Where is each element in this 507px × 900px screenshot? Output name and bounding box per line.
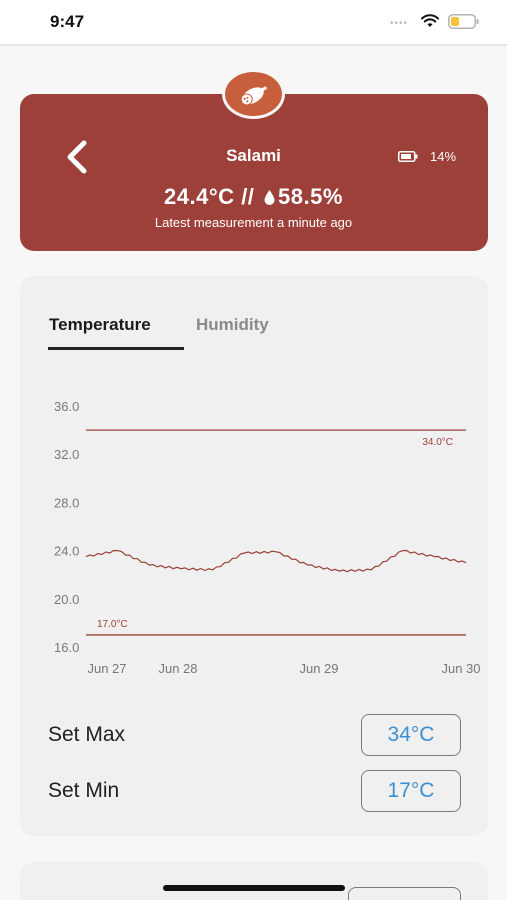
- wifi-icon: [421, 14, 439, 27]
- back-button[interactable]: [62, 140, 92, 174]
- temperature-series-line: [85, 549, 467, 573]
- threshold-label: 17.0°C: [97, 619, 128, 630]
- set-max-label: Set Max: [48, 723, 126, 746]
- y-tick-label: 24.0: [54, 544, 79, 559]
- y-tick-label: 28.0: [54, 495, 79, 510]
- y-tick-label: 16.0: [54, 640, 79, 655]
- reading-separator: //: [241, 184, 255, 209]
- x-tick-label: Jun 27: [87, 661, 126, 676]
- tab-temperature[interactable]: Temperature: [49, 315, 151, 334]
- threshold-label: 34.0°C: [422, 437, 453, 448]
- status-time: 9:47: [50, 12, 85, 31]
- secondary-card-button[interactable]: [348, 887, 461, 900]
- status-bar: 9:47 ••••: [0, 0, 507, 46]
- temperature-chart: 36.0 32.0 28.0 24.0 20.0 16.0 Jun 27 Jun 28 Jun …: [54, 399, 481, 676]
- y-tick-label: 32.0: [54, 447, 79, 462]
- tab-humidity[interactable]: Humidity: [196, 315, 269, 334]
- active-tab-indicator: [48, 347, 184, 350]
- salami-icon: [222, 69, 285, 119]
- cellular-signal-icon: ••••: [390, 18, 409, 29]
- x-tick-label: Jun 29: [299, 661, 338, 676]
- set-min-button[interactable]: 17°C: [361, 770, 461, 812]
- set-min-label: Set Min: [48, 779, 120, 802]
- x-tick-label: Jun 28: [158, 661, 197, 676]
- device-battery-icon: [398, 151, 418, 162]
- phone-battery-icon: [448, 14, 479, 29]
- humidity-reading: 58.5%: [278, 184, 343, 209]
- humidity-drop-icon: [264, 190, 275, 205]
- home-indicator: [163, 885, 345, 891]
- set-max-button[interactable]: 34°C: [361, 714, 461, 756]
- y-tick-label: 20.0: [54, 592, 79, 607]
- temperature-reading: 24.4°C: [164, 184, 235, 209]
- device-summary-card: [20, 94, 488, 251]
- last-measurement-text: Latest measurement a minute ago: [154, 215, 353, 230]
- current-reading: 24.4°C // 58.5%: [0, 184, 507, 210]
- device-title: Salami: [226, 146, 281, 165]
- device-battery: 14%: [398, 149, 456, 164]
- y-tick-label: 36.0: [54, 399, 79, 414]
- x-tick-label: Jun 30: [441, 661, 480, 676]
- device-battery-percent: 14%: [430, 149, 457, 164]
- nav-divider: [0, 44, 507, 46]
